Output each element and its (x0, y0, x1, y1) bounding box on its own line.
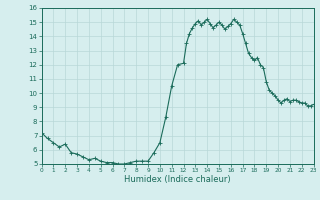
X-axis label: Humidex (Indice chaleur): Humidex (Indice chaleur) (124, 175, 231, 184)
